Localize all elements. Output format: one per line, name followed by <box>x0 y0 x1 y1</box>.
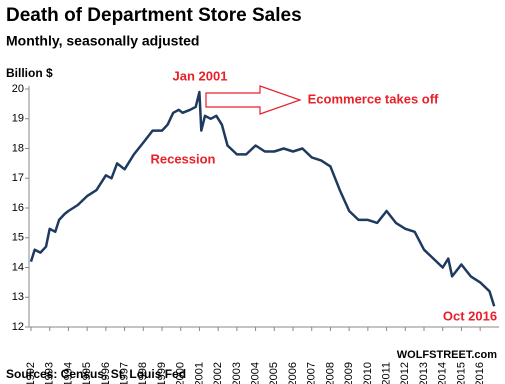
x-tick-label: 2008 <box>324 362 336 384</box>
x-tick-label: 2011 <box>380 362 392 384</box>
y-tick-label: 18 <box>12 142 24 154</box>
x-tick-label: 2009 <box>343 362 355 384</box>
x-tick-label: 1993 <box>44 362 56 384</box>
annotation: Jan 2001 <box>173 68 228 83</box>
chart-subtitle: Monthly, seasonally adjusted <box>6 33 199 49</box>
annotation: Recession <box>150 151 215 166</box>
x-tick-label: 2004 <box>249 362 261 384</box>
annotation: Ecommerce takes off <box>308 91 439 106</box>
x-tick-label: 1995 <box>81 362 93 384</box>
x-tick-label: 2000 <box>175 362 187 384</box>
x-tick-label: 1992 <box>25 362 37 384</box>
arrow <box>205 85 302 115</box>
chart-title: Death of Department Store Sales <box>6 5 302 26</box>
x-tick-label: 2002 <box>212 362 224 384</box>
y-tick-label: 16 <box>12 202 24 214</box>
x-tick-label: 2012 <box>399 362 411 384</box>
y-tick-label: 17 <box>12 172 24 184</box>
x-tick-label: 2003 <box>231 362 243 384</box>
y-axis-label: Billion $ <box>6 66 53 80</box>
y-tick-label: 14 <box>12 261 24 273</box>
credit: WOLFSTREET.com <box>397 349 497 361</box>
x-tick-label: 2010 <box>362 362 374 384</box>
x-tick-label: 1998 <box>137 362 149 384</box>
x-tick-label: 1994 <box>62 362 74 384</box>
x-tick-label: 1999 <box>156 362 168 384</box>
x-tick-label: 1997 <box>118 362 130 384</box>
line <box>29 90 496 307</box>
y-tick-label: 12 <box>12 321 24 333</box>
x-tick-label: 2014 <box>437 362 449 384</box>
y-tick-label: 13 <box>12 291 24 303</box>
x-tick-label: 2007 <box>306 362 318 384</box>
x-tick-label: 2001 <box>193 362 205 384</box>
y-tick-label: 15 <box>12 232 24 244</box>
x-tick-label: 2016 <box>474 362 486 384</box>
x-tick-label: 2006 <box>287 362 299 384</box>
x-tick-label: 2005 <box>268 362 280 384</box>
x-tick-label: 2015 <box>455 362 467 384</box>
annotation: Oct 2016 <box>443 308 497 323</box>
y-tick-label: 20 <box>12 83 24 95</box>
source: Sources: Census, St. Louis Fed <box>6 367 186 381</box>
y-tick-label: 19 <box>12 113 24 125</box>
x-tick-label: 2013 <box>418 362 430 384</box>
x-tick-label: 1996 <box>100 362 112 384</box>
